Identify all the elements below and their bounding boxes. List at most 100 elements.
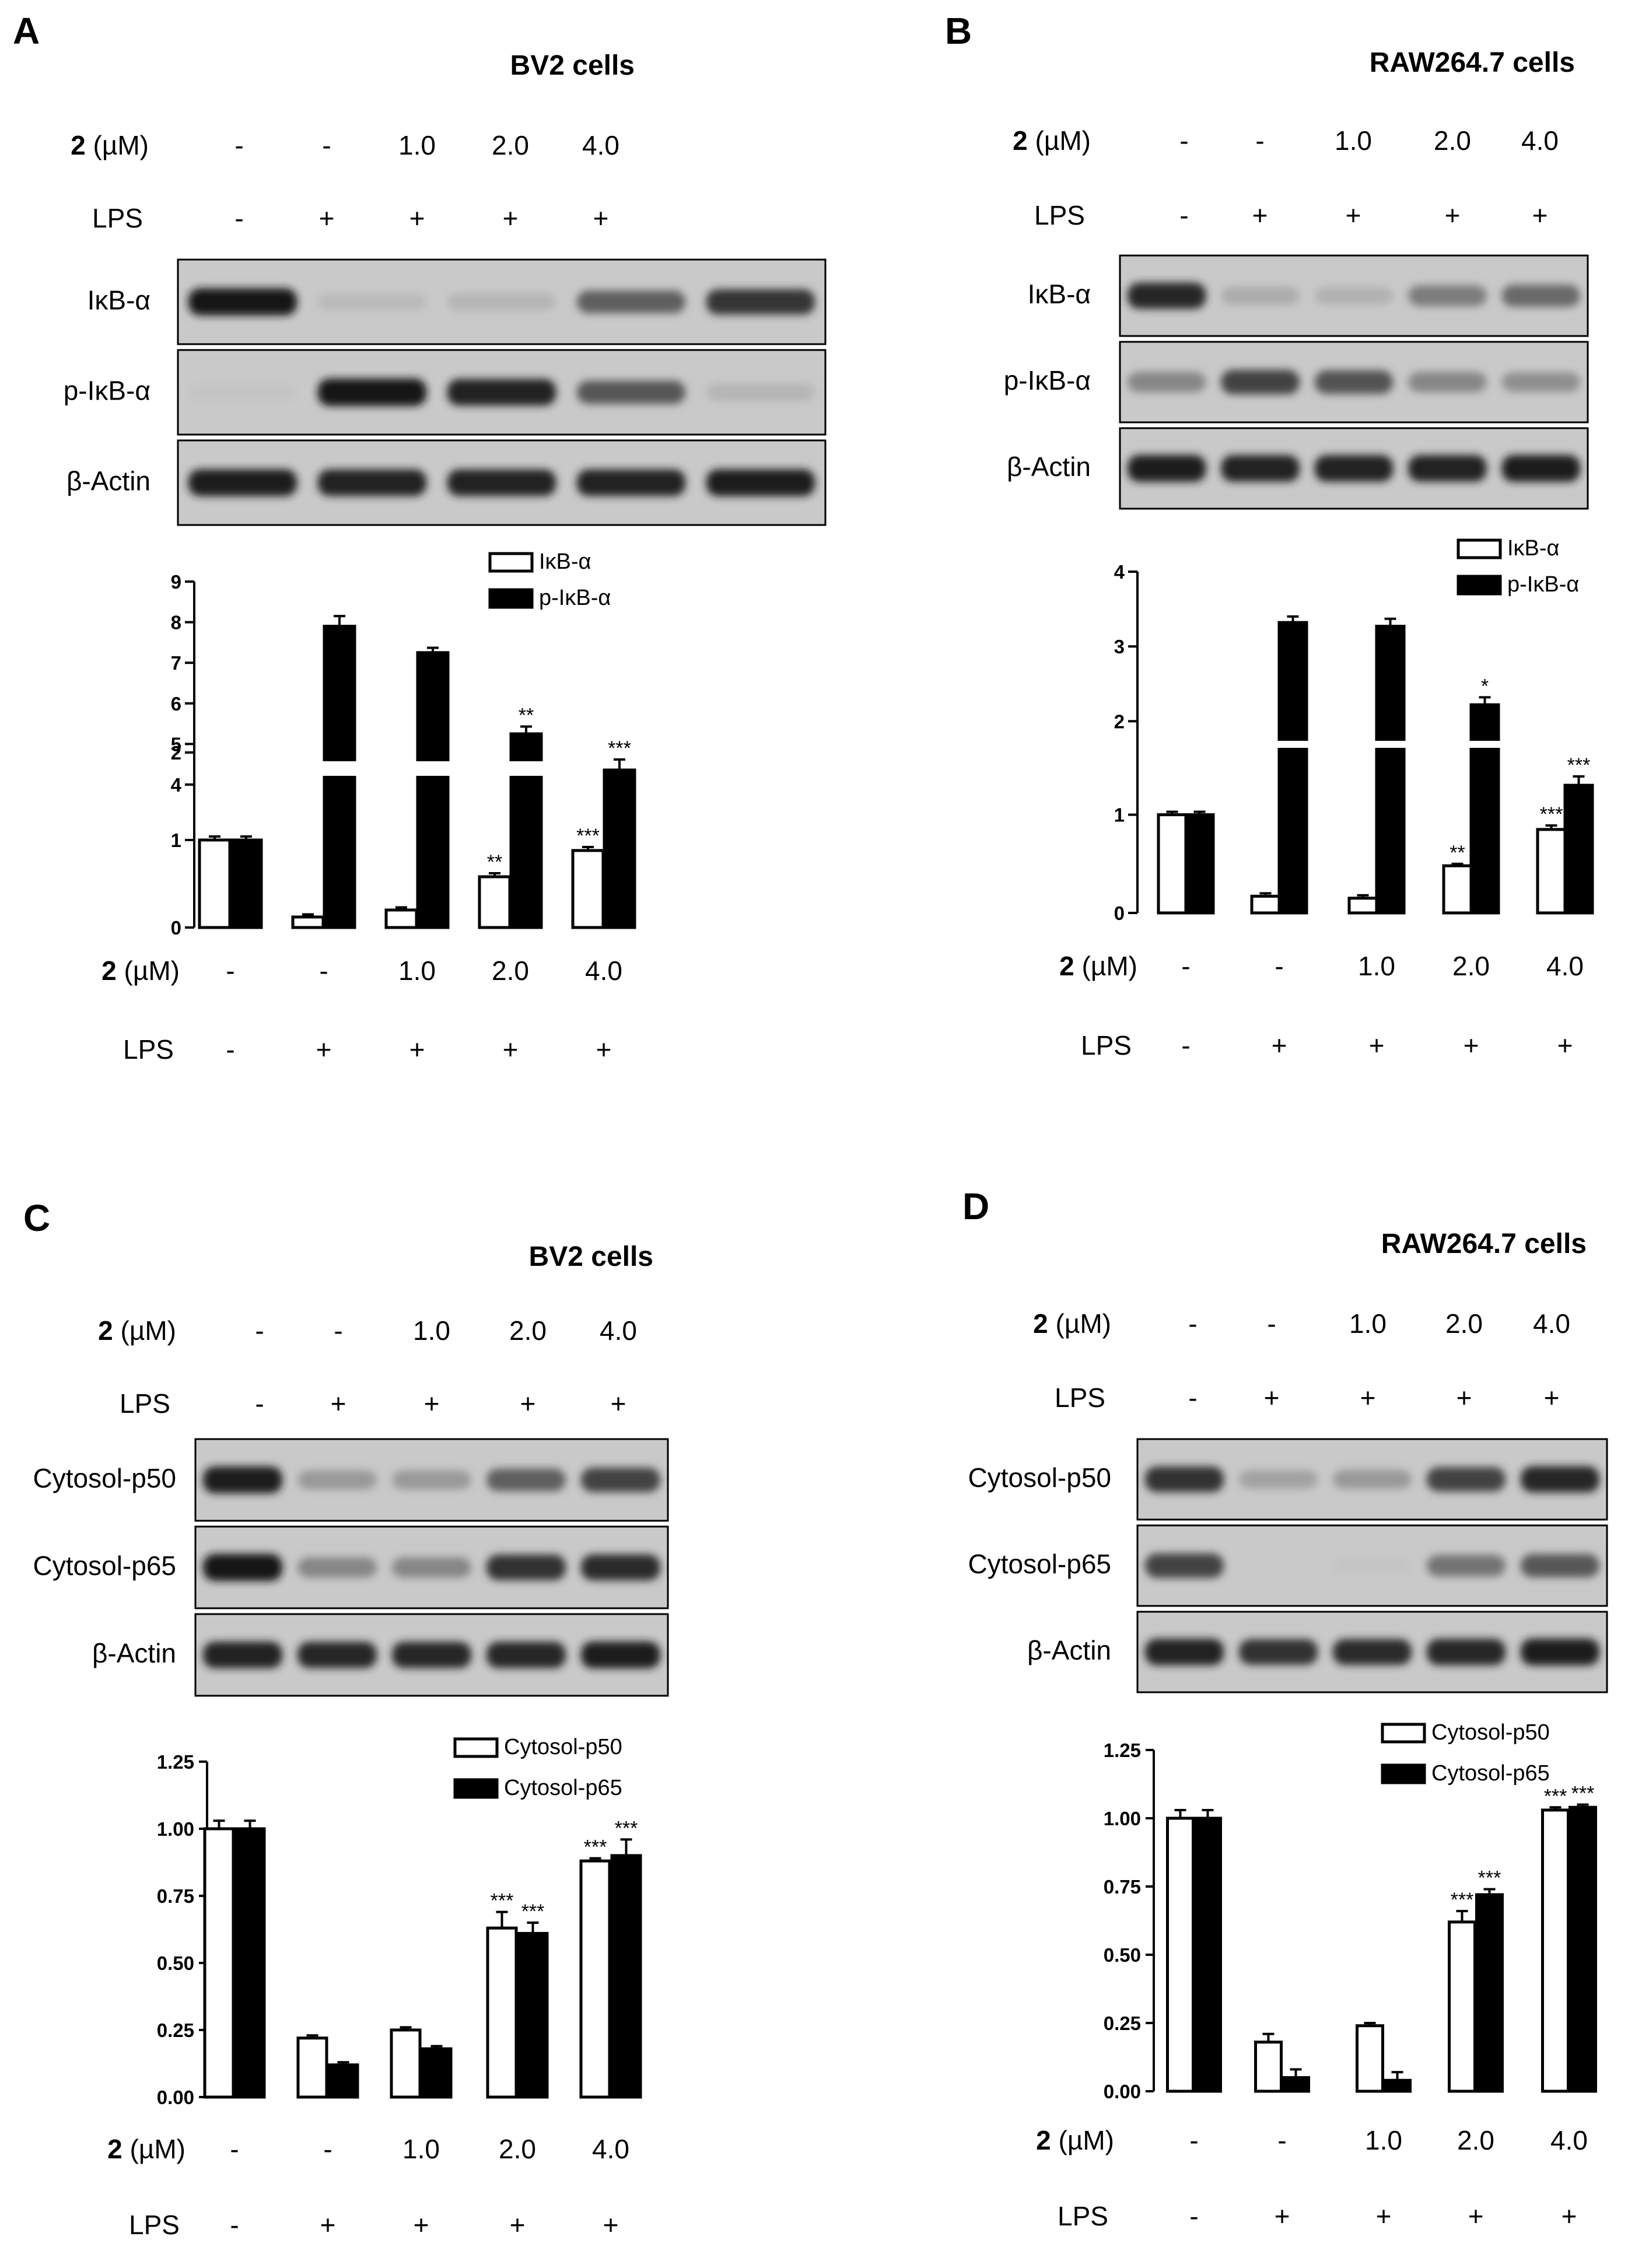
blot-band	[706, 289, 815, 315]
blot-band	[317, 379, 427, 406]
y-tick-label: 1.25	[1104, 1740, 1141, 1761]
panel-a: A BV2 cells 2 (µM) LPS - - 1.0 2.0 4.0 - + + + + IκB-α…	[13, 10, 827, 1065]
top-dose-value: -	[234, 130, 243, 160]
blot-band	[391, 1642, 472, 1668]
blot-label: β-Actin	[1007, 452, 1091, 482]
top-dose-value: 2.0	[492, 130, 529, 160]
top-dose-value: 1.0	[413, 1315, 450, 1346]
bottom-dose-label: 2 (µM)	[1036, 2125, 1114, 2155]
significance-mark: ***	[1567, 754, 1591, 776]
top-lps-value: +	[520, 1388, 536, 1419]
blot-band	[317, 469, 427, 496]
blot-band	[202, 1466, 283, 1493]
bottom-dose-value: 1.0	[1365, 2125, 1402, 2155]
bottom-lps-value: -	[230, 2210, 239, 2240]
y-tick-label: 0.50	[1104, 1944, 1141, 1966]
y-tick-label: 0.75	[1104, 1876, 1141, 1898]
y-tick-label: 0.00	[1104, 2081, 1141, 2102]
bottom-dose-label-bold: 2	[1059, 951, 1074, 981]
bottom-dose-value: 4.0	[585, 956, 622, 986]
y-tick-label: 0.50	[157, 1952, 194, 1974]
bottom-lps-value: +	[409, 1034, 425, 1065]
top-lps-value: +	[1457, 1382, 1472, 1413]
panel-letter: A	[13, 10, 40, 52]
bottom-lps-value: +	[510, 2210, 526, 2240]
blot-band	[188, 469, 297, 496]
legend-label: Cytosol-p50	[504, 1735, 622, 1759]
significance-mark: ***	[1478, 1867, 1501, 1889]
blot-band	[1501, 455, 1581, 482]
blot-band	[1520, 1639, 1600, 1665]
significance-mark: ***	[491, 1890, 514, 1912]
bottom-lps-value: +	[503, 1034, 519, 1065]
significance-mark: ***	[1544, 1785, 1567, 1807]
blot-band	[1238, 1470, 1318, 1489]
bar-break	[1469, 741, 1501, 748]
significance-mark: ***	[615, 1817, 638, 1839]
bottom-dose-value: 4.0	[1546, 951, 1584, 981]
top-lps-value: -	[1179, 200, 1188, 230]
bottom-lps-value: +	[1376, 2201, 1392, 2231]
y-tick-label: 0.25	[1104, 2013, 1141, 2034]
blot-band	[1144, 1553, 1224, 1578]
blot-label: Cytosol-p50	[33, 1463, 176, 1493]
top-dose-value: -	[1188, 1308, 1197, 1339]
legend-swatch	[1457, 575, 1502, 596]
top-lps-value: +	[1544, 1382, 1560, 1413]
blot-band	[202, 1642, 283, 1668]
top-lps-value: +	[1532, 200, 1548, 230]
blot-band	[1144, 1466, 1224, 1492]
bar	[416, 651, 450, 929]
blot-band	[447, 293, 556, 311]
legend-swatch	[1381, 1723, 1426, 1744]
bottom-lps-label: LPS	[1081, 1030, 1132, 1060]
bar	[1277, 621, 1308, 915]
top-lps-value: +	[593, 203, 609, 233]
legend-swatch	[453, 1737, 499, 1758]
blot-band	[1127, 282, 1206, 309]
significance-mark: ***	[576, 825, 600, 847]
top-lps-value: +	[1360, 1382, 1376, 1413]
blot-band	[391, 1470, 472, 1490]
bar	[486, 1926, 518, 2099]
bar-break	[1374, 741, 1406, 748]
top-dose-value: -	[1267, 1308, 1276, 1339]
bar-chart: 0.000.250.500.751.001.25************Cyto…	[157, 1735, 642, 2108]
y-tick-label: 0	[1114, 902, 1125, 924]
bar	[1469, 703, 1500, 915]
bottom-lps-value: +	[1272, 1030, 1287, 1060]
bar	[1569, 1805, 1597, 2093]
blot-band	[1144, 1639, 1224, 1665]
legend-label: Cytosol-p65	[504, 1776, 622, 1800]
bottom-dose-label: 2 (µM)	[1059, 951, 1137, 981]
bottom-lps-value: +	[320, 2210, 336, 2240]
legend-swatch	[488, 588, 534, 609]
blot-label: IκB-α	[87, 285, 150, 316]
bottom-dose-value: 2.0	[492, 956, 529, 986]
blot-band	[1314, 370, 1394, 394]
y-tick-label: 9	[171, 571, 181, 593]
bar	[603, 768, 636, 929]
top-dose-value: 4.0	[600, 1315, 637, 1346]
bar	[198, 838, 232, 929]
top-dose-label-bold: 2	[1013, 125, 1028, 156]
y-tick-label: 4	[171, 774, 182, 796]
bar	[327, 2063, 359, 2099]
bottom-dose-value: 2.0	[1457, 2125, 1494, 2155]
bottom-dose-value: -	[226, 956, 234, 986]
top-lps-value: +	[331, 1388, 346, 1419]
top-dose-label-unit: (µM)	[1048, 1308, 1111, 1339]
top-lps-value: +	[1252, 200, 1268, 230]
bottom-dose-label: 2 (µM)	[107, 2134, 185, 2164]
blot-band	[576, 290, 686, 313]
bar-chart: 0.000.250.500.751.001.25************Cyto…	[1104, 1720, 1597, 2102]
bottom-lps-value: +	[316, 1034, 332, 1065]
blot-label: β-Actin	[92, 1638, 176, 1668]
bottom-lps-value: +	[1369, 1030, 1385, 1060]
blot-band	[317, 293, 427, 311]
blot-band	[1501, 372, 1581, 392]
legend-swatch	[488, 552, 534, 573]
bottom-lps-value: +	[414, 2210, 429, 2240]
panel-letter: C	[23, 1197, 50, 1239]
